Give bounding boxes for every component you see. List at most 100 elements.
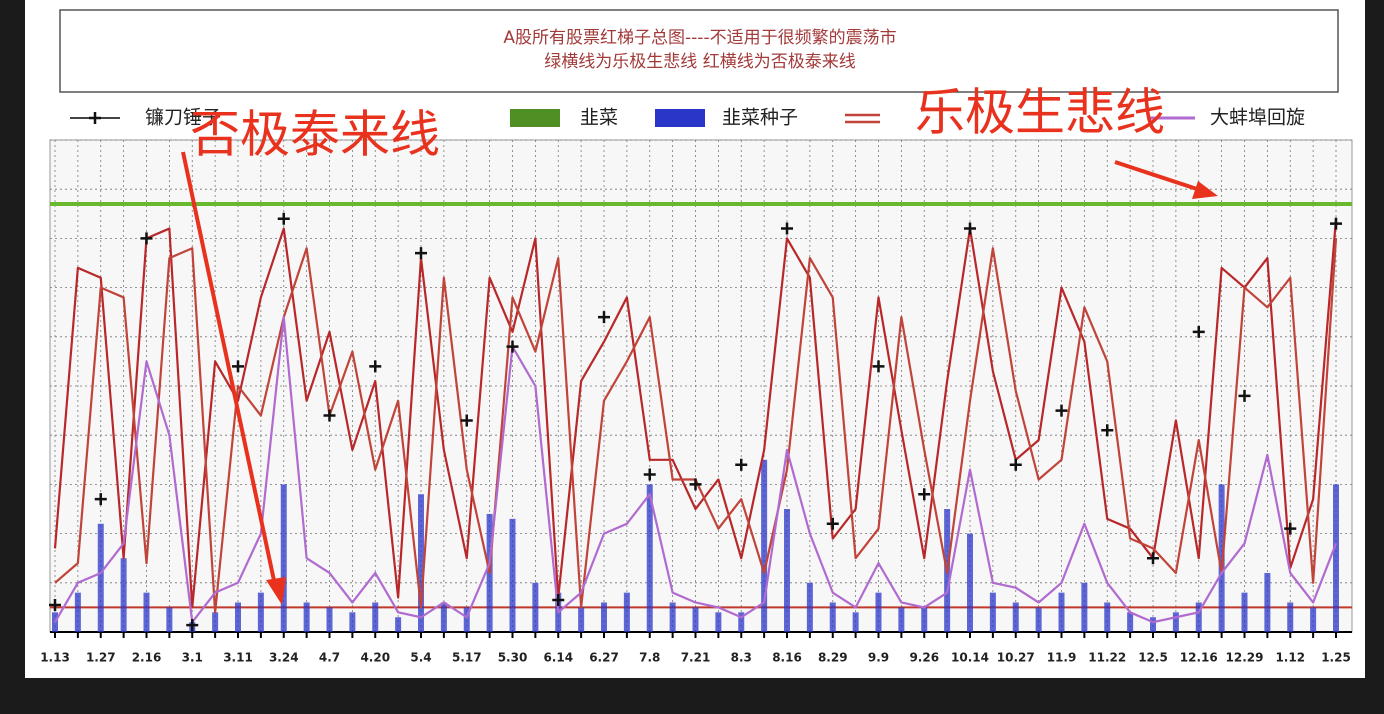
bar	[646, 484, 653, 632]
cross-marker	[964, 222, 976, 235]
bar	[303, 602, 310, 632]
arrow	[1114, 160, 1201, 192]
cross-marker	[872, 360, 885, 373]
x-tick-label: 12.16	[1180, 651, 1218, 665]
cross-marker	[369, 360, 382, 373]
arrow-head	[266, 577, 286, 605]
legend-label: 大蚌埠回旋	[1210, 107, 1305, 129]
cross-marker	[1192, 325, 1205, 338]
x-tick-label: 1.12	[1275, 651, 1305, 665]
bar	[761, 459, 768, 632]
bar	[921, 607, 928, 632]
bar	[852, 612, 859, 632]
bar	[166, 607, 173, 632]
bar	[257, 592, 264, 632]
cross-marker	[94, 493, 107, 506]
bar	[1241, 592, 1248, 632]
x-tick-label: 5.17	[452, 651, 482, 665]
bar	[967, 533, 973, 632]
bar	[623, 592, 630, 632]
bar	[1287, 602, 1294, 632]
cross-marker	[1284, 522, 1297, 535]
legend-swatch	[510, 109, 560, 127]
x-tick-label: 7.8	[639, 651, 660, 665]
cross-marker	[140, 232, 153, 245]
x-tick-label: 4.20	[360, 651, 390, 665]
x-tick-label: 12.29	[1226, 651, 1264, 665]
bar	[395, 617, 402, 632]
cross-marker	[323, 409, 336, 422]
x-tick-label: 11.22	[1088, 651, 1126, 665]
bar	[875, 592, 882, 632]
title-box	[59, 9, 1339, 93]
bar	[1058, 592, 1065, 632]
bar	[1081, 582, 1088, 632]
cross-marker	[735, 458, 748, 471]
bar	[601, 602, 607, 632]
cross-marker	[1238, 389, 1251, 402]
bar	[326, 607, 333, 632]
bar	[280, 484, 287, 632]
cross-marker	[918, 488, 931, 501]
legend-label: 韭菜种子	[722, 107, 798, 129]
cross-marker	[232, 360, 244, 373]
cross-marker	[598, 311, 610, 324]
title-line: 绿横线为乐极生悲线 红横线为否极泰来线	[544, 52, 855, 72]
bar	[418, 494, 424, 632]
cross-marker	[415, 247, 427, 260]
legend-swatch	[89, 112, 101, 124]
bar	[578, 607, 585, 632]
x-tick-label: 9.9	[868, 651, 889, 665]
bar	[669, 602, 676, 632]
bar	[74, 592, 81, 632]
bar	[1264, 572, 1271, 632]
bar	[372, 602, 379, 632]
bar	[1035, 607, 1042, 632]
x-tick-label: 7.21	[681, 651, 711, 665]
cross-marker	[1147, 552, 1159, 565]
bar	[440, 602, 447, 632]
legend-label: 镰刀锤子	[145, 107, 221, 129]
bar	[212, 612, 219, 632]
bar	[120, 558, 127, 632]
cross-marker	[1009, 458, 1022, 471]
x-tick-label: 3.11	[223, 651, 253, 665]
bar	[784, 509, 790, 632]
x-tick-label: 8.29	[818, 651, 848, 665]
cross-marker	[506, 340, 519, 353]
cross-marker	[689, 478, 702, 491]
x-tick-label: 6.14	[543, 651, 573, 665]
x-tick-label: 5.4	[410, 651, 431, 665]
x-tick-label: 6.27	[589, 651, 619, 665]
x-tick-label: 9.26	[909, 651, 939, 665]
legend-label: 韭菜	[580, 107, 618, 129]
arrow	[181, 151, 278, 591]
bar	[532, 582, 539, 632]
x-tick-label: 12.5	[1138, 651, 1168, 665]
bar	[97, 523, 104, 632]
cross-marker	[277, 212, 290, 225]
arrow-head	[1192, 181, 1218, 199]
bar	[1104, 602, 1111, 632]
bar	[1172, 612, 1179, 632]
x-tick-label: 8.16	[772, 651, 802, 665]
bar	[898, 607, 905, 632]
x-tick-label: 2.16	[132, 651, 162, 665]
cross-marker	[460, 414, 473, 427]
bar	[52, 612, 58, 632]
x-tick-label: 5.30	[498, 651, 528, 665]
bar	[1310, 607, 1317, 632]
x-tick-label: 1.25	[1321, 651, 1351, 665]
annotation: 否极泰来线	[190, 106, 440, 164]
title-line: A股所有股票红梯子总图----不适用于很频繁的震荡市	[503, 28, 896, 48]
series-line	[54, 316, 1338, 624]
x-tick-label: 11.9	[1047, 651, 1077, 665]
bar	[715, 612, 722, 632]
cross-marker	[643, 468, 656, 481]
cross-marker	[781, 222, 793, 235]
cross-marker	[552, 594, 565, 607]
legend-swatch	[655, 109, 705, 127]
cross-marker	[1330, 217, 1342, 230]
cross-marker	[186, 619, 199, 632]
